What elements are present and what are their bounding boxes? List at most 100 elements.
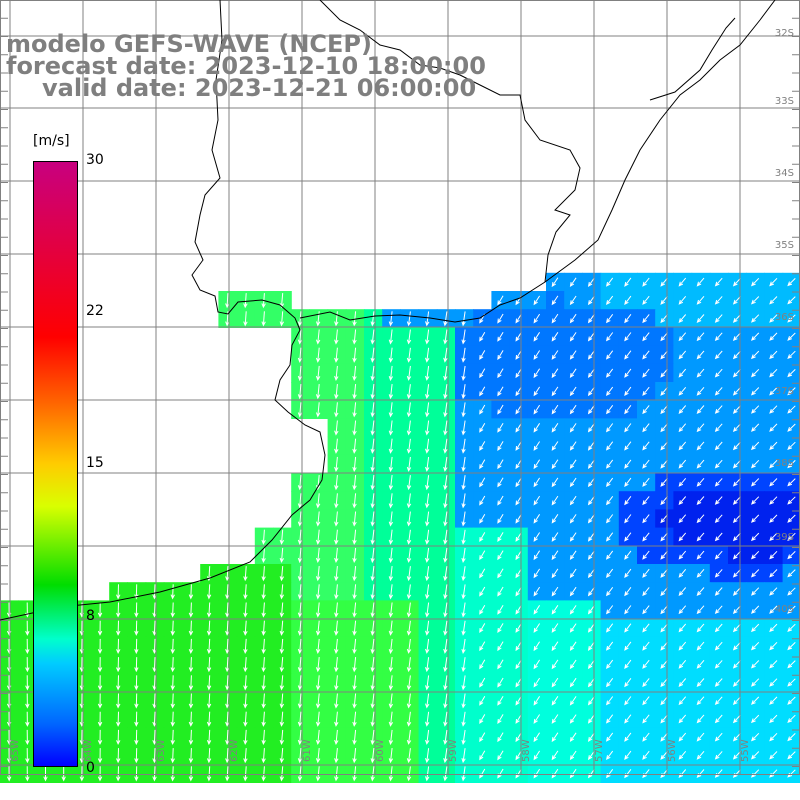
wind-arrow (551, 350, 559, 360)
wind-arrow (461, 511, 466, 527)
wind-arrow (443, 402, 448, 418)
wind-arrow (443, 529, 448, 545)
wind-arrow (624, 587, 632, 597)
wind-arrow (533, 386, 541, 397)
wind-arrow (732, 550, 741, 560)
wind-arrow (624, 732, 632, 742)
wind-arrow (642, 659, 650, 669)
wind-arrow (642, 332, 650, 342)
wind-arrow (206, 657, 212, 673)
wind-arrow (352, 547, 357, 564)
wind-arrow (569, 568, 577, 579)
wind-arrow (678, 477, 687, 487)
wind-arrow (461, 693, 466, 709)
wind-arrow (479, 568, 486, 579)
wind-arrow (551, 441, 559, 451)
wind-arrow (587, 368, 595, 378)
wind-arrow (170, 657, 175, 673)
wind-arrow (406, 347, 412, 363)
wind-arrow (443, 365, 448, 381)
wind-arrow (624, 350, 632, 360)
wind-arrow (606, 750, 614, 761)
wind-arrow (750, 314, 760, 323)
wind-arrow (497, 677, 504, 688)
wind-arrow (515, 368, 522, 379)
wind-arrow (606, 641, 614, 651)
wind-arrow (533, 295, 541, 306)
wind-arrow (642, 386, 650, 396)
wind-arrow (660, 350, 668, 360)
wind-arrow (261, 602, 266, 618)
wind-arrow (315, 711, 321, 727)
latitude-label: 40S (775, 604, 794, 615)
wind-arrow (134, 584, 139, 600)
wind-arrow (587, 550, 595, 560)
wind-arrow (660, 659, 668, 669)
wind-arrow (352, 711, 357, 727)
wind-arrow (443, 729, 448, 745)
wind-arrow (370, 693, 375, 709)
wind-arrow (443, 384, 448, 400)
wind-arrow (261, 638, 266, 655)
wind-arrow (315, 675, 321, 691)
wind-arrow (606, 696, 614, 706)
wind-arrow (714, 660, 723, 669)
wind-arrow (315, 657, 321, 673)
wind-arrow (606, 405, 614, 415)
wind-arrow (678, 386, 687, 396)
wind-arrow (425, 456, 430, 472)
wind-arrow (497, 495, 504, 506)
wind-arrow (315, 329, 321, 345)
wind-arrow (769, 387, 778, 396)
wind-arrow (406, 456, 412, 472)
wind-arrow (425, 475, 430, 491)
wind-arrow (624, 714, 632, 724)
wind-arrow (352, 638, 357, 655)
wind-arrow (678, 659, 687, 669)
wind-arrow (479, 677, 486, 688)
wind-arrow (587, 714, 595, 724)
wind-arrow (370, 657, 375, 673)
wind-arrow (769, 732, 778, 742)
wind-arrow (660, 532, 668, 542)
wind-arrow (750, 660, 760, 669)
wind-arrow (732, 678, 741, 687)
wind-arrow (315, 602, 321, 618)
wind-arrow (370, 566, 375, 582)
wind-arrow (696, 696, 705, 706)
wind-arrow (188, 729, 194, 746)
wind-arrow (25, 620, 30, 636)
wind-arrow (696, 423, 705, 433)
wind-arrow (696, 659, 705, 669)
wind-arrow (606, 332, 614, 342)
wind-arrow (116, 729, 121, 746)
wind-arrow (406, 584, 412, 600)
wind-arrow (569, 659, 577, 670)
wind-arrow (388, 584, 394, 600)
wind-arrow (25, 638, 30, 655)
wind-arrow (497, 386, 504, 397)
wind-arrow (188, 657, 194, 673)
wind-arrow (334, 748, 339, 764)
wind-arrow (660, 678, 668, 688)
wind-arrow (315, 766, 321, 782)
wind-arrow (624, 477, 632, 488)
wind-arrow (787, 369, 796, 378)
wind-arrow (750, 423, 760, 432)
wind-arrow (551, 277, 559, 288)
wind-arrow (134, 711, 139, 727)
wind-arrow (551, 423, 559, 433)
wind-arrow (515, 605, 522, 615)
wind-arrow (225, 657, 230, 673)
wind-arrow (551, 459, 559, 470)
wind-arrow (606, 587, 614, 597)
wind-arrow (388, 547, 394, 564)
wind-arrow (624, 550, 632, 560)
wind-arrow (696, 514, 705, 524)
wind-arrow (624, 386, 632, 397)
wind-arrow (170, 748, 175, 764)
wind-arrow (696, 441, 705, 451)
wind-arrow (642, 441, 650, 451)
wind-arrow (461, 493, 466, 509)
wind-arrow (388, 347, 394, 363)
